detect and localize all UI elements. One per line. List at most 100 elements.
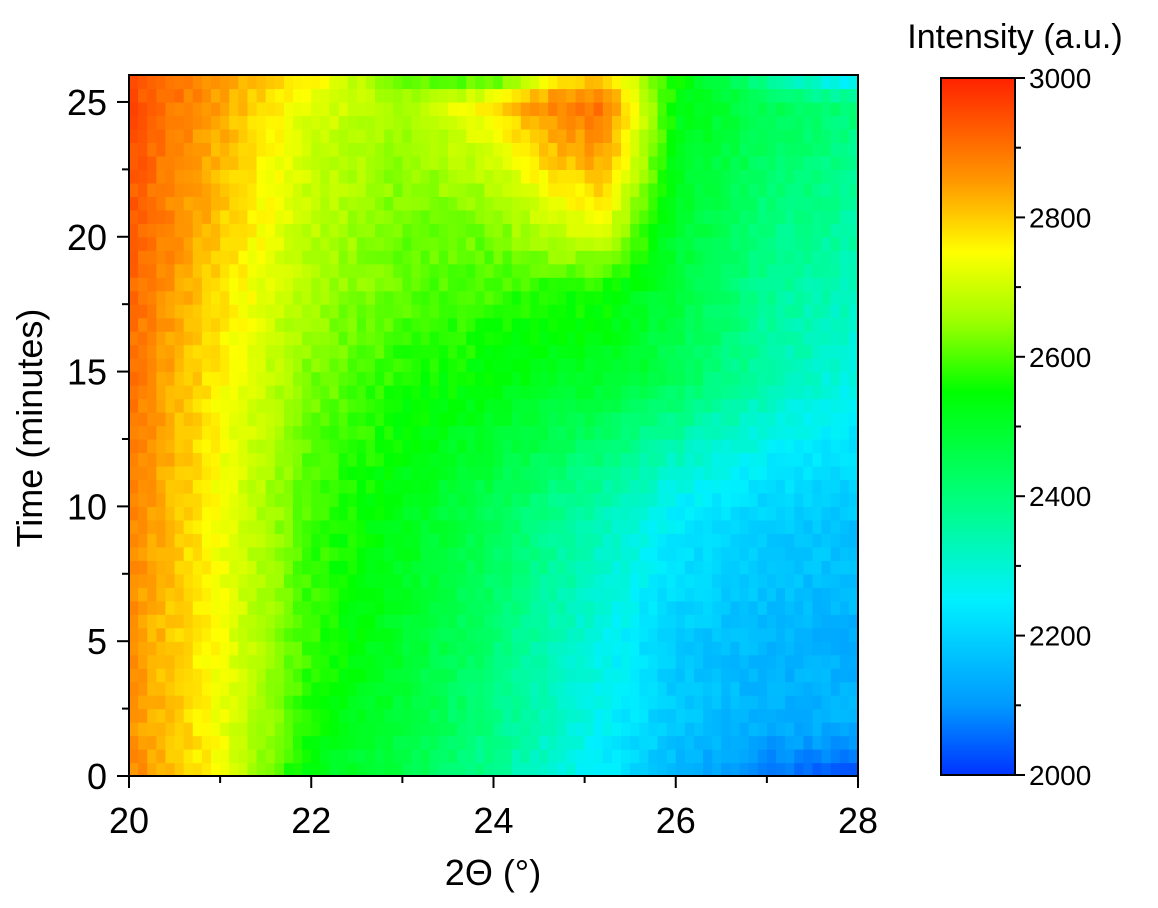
heatmap-cell <box>420 142 431 157</box>
heatmap-cell <box>693 546 704 561</box>
heatmap-cell <box>493 654 504 669</box>
heatmap-cell <box>621 142 631 157</box>
heatmap-cell <box>675 196 686 211</box>
heatmap-cell <box>420 614 431 629</box>
heatmap-cell <box>593 331 604 346</box>
heatmap-cell <box>220 519 230 534</box>
heatmap-cell <box>129 128 139 143</box>
heatmap-cell <box>548 142 558 157</box>
heatmap-cell <box>165 546 176 561</box>
heatmap-cell <box>712 722 722 737</box>
heatmap-cell <box>174 115 185 130</box>
heatmap-cell <box>274 317 285 332</box>
heatmap-cell <box>147 600 157 615</box>
heatmap-cell <box>557 155 567 170</box>
heatmap-cell <box>457 358 467 373</box>
heatmap-cell <box>766 668 777 683</box>
heatmap-cell <box>129 169 139 184</box>
heatmap-cell <box>375 654 385 669</box>
heatmap-cell <box>129 492 139 507</box>
heatmap-cell <box>684 519 695 534</box>
heatmap-cell <box>639 749 650 764</box>
heatmap-cell <box>129 385 139 400</box>
heatmap-cell <box>429 668 440 683</box>
heatmap-cell <box>375 587 385 602</box>
heatmap-cell <box>311 277 321 292</box>
heatmap-cell <box>520 88 531 103</box>
heatmap-cell <box>675 358 686 373</box>
heatmap-cell <box>320 317 331 332</box>
heatmap-cell <box>593 75 604 90</box>
heatmap-cell <box>502 560 513 575</box>
heatmap-cell <box>466 479 476 494</box>
heatmap-cell <box>766 371 777 386</box>
heatmap-cell <box>356 654 367 669</box>
heatmap-cell <box>156 614 167 629</box>
heatmap-cell <box>766 573 777 588</box>
heatmap-cell <box>602 533 613 548</box>
heatmap-cell <box>365 762 376 776</box>
heatmap-cell <box>138 722 148 737</box>
heatmap-cell <box>475 236 485 251</box>
heatmap-cell <box>165 681 176 696</box>
heatmap-cell <box>329 169 340 184</box>
heatmap-cell <box>156 358 167 373</box>
heatmap-cell <box>766 344 777 359</box>
heatmap-cell <box>320 641 331 656</box>
heatmap-cell <box>466 169 476 184</box>
heatmap-cell <box>766 331 777 346</box>
heatmap-cell <box>129 762 139 776</box>
heatmap-cell <box>493 479 504 494</box>
heatmap-cell <box>384 452 394 467</box>
heatmap-cell <box>447 749 458 764</box>
heatmap-cell <box>785 142 795 157</box>
heatmap-cell <box>302 209 312 224</box>
heatmap-cell <box>666 479 677 494</box>
heatmap-cell <box>265 641 276 656</box>
heatmap-cell <box>329 304 340 319</box>
heatmap-cell <box>129 479 139 494</box>
heatmap-cell <box>848 600 858 615</box>
heatmap-cell <box>393 438 403 454</box>
heatmap-cell <box>739 735 750 750</box>
heatmap-cell <box>675 546 686 561</box>
heatmap-cell <box>730 465 741 481</box>
heatmap-cell <box>611 75 622 90</box>
heatmap-cell <box>475 277 485 292</box>
heatmap-cell <box>365 223 376 238</box>
heatmap-cell <box>785 762 795 776</box>
heatmap-cell <box>283 695 294 710</box>
heatmap-cell <box>821 587 832 602</box>
heatmap-cell <box>621 412 631 427</box>
heatmap-cell <box>648 506 659 521</box>
heatmap-cell <box>821 762 832 776</box>
heatmap-cell <box>411 465 422 481</box>
heatmap-cell <box>393 533 403 548</box>
heatmap-cell <box>666 708 677 723</box>
heatmap-cell <box>393 182 403 197</box>
heatmap-cell <box>447 695 458 710</box>
heatmap-cell <box>785 398 795 413</box>
heatmap-cell <box>794 169 804 184</box>
heatmap-cell <box>657 695 668 710</box>
heatmap-cell <box>402 506 413 521</box>
heatmap-cell <box>484 492 495 507</box>
heatmap-cell <box>247 695 258 710</box>
heatmap-cell <box>602 250 613 265</box>
heatmap-cell <box>338 88 349 103</box>
heatmap-cell <box>201 708 212 723</box>
heatmap-cell <box>347 479 358 494</box>
heatmap-cell <box>183 358 194 373</box>
heatmap-cell <box>548 425 558 440</box>
heatmap-cell <box>766 438 777 454</box>
heatmap-cell <box>466 735 476 750</box>
heatmap-cell <box>839 142 850 157</box>
heatmap-cell <box>229 641 239 656</box>
heatmap-cell <box>238 479 249 494</box>
heatmap-cell <box>557 600 567 615</box>
heatmap-cell <box>329 762 340 776</box>
heatmap-cell <box>493 627 504 642</box>
heatmap-cell <box>293 412 303 427</box>
heatmap-cell <box>156 304 167 319</box>
heatmap-cell <box>502 412 513 427</box>
